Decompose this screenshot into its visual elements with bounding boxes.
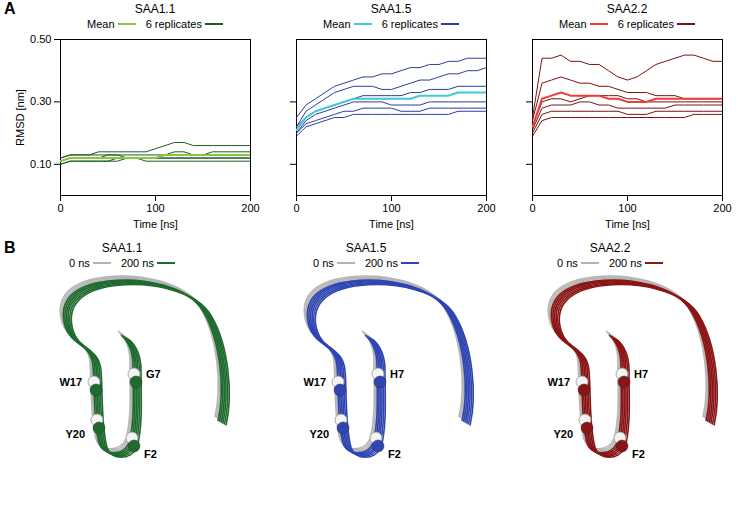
- html-text:0 ns: 0 ns: [557, 257, 578, 269]
- svg-text:Time [ns]: Time [ns]: [605, 218, 650, 230]
- svg-text:Time [ns]: Time [ns]: [133, 218, 178, 230]
- svg-text:200: 200: [713, 202, 731, 214]
- html-text:Mean: Mean: [323, 18, 351, 30]
- html-text:B: B: [4, 239, 16, 256]
- html-text:200 ns: 200 ns: [120, 257, 154, 269]
- html-text:SAA2.2: SAA2.2: [606, 2, 648, 16]
- svg-text:F2: F2: [388, 448, 401, 460]
- html-text:SAA1.5: SAA1.5: [345, 241, 387, 255]
- html-text:200 ns: 200 ns: [608, 257, 642, 269]
- html-text:SAA1.5: SAA1.5: [370, 2, 412, 16]
- svg-text:100: 100: [146, 202, 164, 214]
- svg-text:0.50: 0.50: [30, 33, 51, 45]
- html-text:SAA2.2: SAA2.2: [589, 241, 631, 255]
- svg-text:F2: F2: [144, 448, 157, 460]
- svg-text:Y20: Y20: [553, 428, 573, 440]
- svg-text:W17: W17: [59, 376, 82, 388]
- html-text:SAA1.1: SAA1.1: [134, 2, 176, 16]
- html-text:6 replicates: 6 replicates: [145, 18, 202, 30]
- svg-text:H7: H7: [634, 368, 648, 380]
- svg-text:W17: W17: [547, 376, 570, 388]
- svg-text:Y20: Y20: [65, 428, 85, 440]
- svg-text:0: 0: [293, 202, 299, 214]
- svg-text:0.30: 0.30: [30, 95, 51, 107]
- svg-text:H7: H7: [390, 368, 404, 380]
- svg-text:G7: G7: [146, 368, 161, 380]
- svg-text:RMSD [nm]: RMSD [nm]: [14, 89, 26, 146]
- svg-text:Time [ns]: Time [ns]: [369, 218, 414, 230]
- svg-text:0: 0: [529, 202, 535, 214]
- svg-text:200: 200: [477, 202, 495, 214]
- html-text:6 replicates: 6 replicates: [381, 18, 438, 30]
- svg-text:0.10: 0.10: [30, 158, 51, 170]
- html-text:6 replicates: 6 replicates: [617, 18, 674, 30]
- svg-text:200: 200: [241, 202, 259, 214]
- html-text:A: A: [4, 0, 16, 17]
- svg-text:Y20: Y20: [309, 428, 329, 440]
- svg-text:0: 0: [57, 202, 63, 214]
- html-text:0 ns: 0 ns: [313, 257, 334, 269]
- html-text:200 ns: 200 ns: [364, 257, 398, 269]
- svg-text:100: 100: [382, 202, 400, 214]
- html-text:Mean: Mean: [559, 18, 587, 30]
- svg-text:F2: F2: [632, 448, 645, 460]
- html-text:Mean: Mean: [87, 18, 115, 30]
- html-text:0 ns: 0 ns: [69, 257, 90, 269]
- svg-text:W17: W17: [303, 376, 326, 388]
- svg-text:100: 100: [618, 202, 636, 214]
- html-text:SAA1.1: SAA1.1: [101, 241, 143, 255]
